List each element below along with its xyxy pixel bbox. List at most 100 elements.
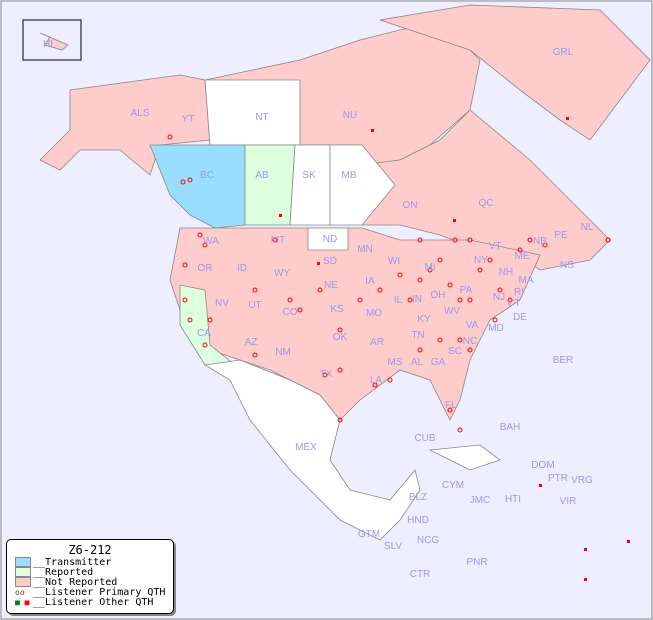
listener-primary-qth: [467, 297, 473, 303]
region-label-grl: GRL: [553, 47, 574, 58]
listener-other-qth: [584, 578, 587, 581]
region-hawaii: [39, 32, 69, 51]
region-label-gtm: GTM: [358, 529, 380, 540]
not-reported-swatch: [15, 577, 31, 587]
transmitter-swatch: [15, 557, 31, 567]
region-label-mn: MN: [357, 244, 373, 255]
listener-other-qth: [627, 540, 630, 543]
region-label-nl: NL: [581, 222, 594, 233]
listener-primary-qth: [187, 317, 193, 323]
region-label-nt: NT: [255, 112, 268, 123]
legend-primary-qth: oo __Listener Primary QTH: [15, 586, 173, 598]
listener-primary-qth: [457, 297, 463, 303]
region-ab: [244, 144, 296, 226]
region-label-vrg: VRG: [571, 475, 593, 486]
legend-label: __Not Reported: [33, 576, 118, 588]
region-label-pa: PA: [460, 285, 473, 296]
listener-primary-qth: [497, 287, 503, 293]
legend-reported: __Reported: [15, 567, 173, 578]
region-label-fl: FL: [445, 400, 457, 411]
region-mb: [329, 144, 396, 226]
region-label-mi: MI: [424, 262, 435, 273]
region-label-jmc: JMC: [470, 495, 491, 506]
region-label-bah: BAH: [500, 422, 521, 433]
region-label-ms: MS: [388, 357, 403, 368]
region-label-ns: NS: [560, 260, 574, 271]
listener-primary-qth: [437, 337, 443, 343]
region-label-az: AZ: [245, 337, 258, 348]
region-label-in: IN: [412, 294, 422, 305]
hawaii-inset: [22, 19, 82, 61]
legend: Z6-212 __Transmitter __Reported __Not Re…: [6, 539, 174, 614]
region-label-nh: NH: [499, 267, 513, 278]
legend-label: __Listener Other QTH: [33, 596, 154, 608]
listener-primary-qth: [322, 372, 328, 378]
region-label-tx: TX: [320, 369, 333, 380]
listener-primary-qth: [487, 257, 493, 263]
legend-not-reported: __Not Reported: [15, 576, 173, 588]
region-label-hi: HI: [43, 39, 53, 50]
region-label-sk: SK: [302, 170, 316, 181]
listener-primary-qth: [337, 367, 343, 373]
region-label-ca: CA: [197, 328, 211, 339]
listener-primary-qth: [477, 267, 483, 273]
region-label-wy: WY: [274, 268, 290, 279]
listener-primary-qth: [507, 297, 513, 303]
region-nt: [204, 79, 301, 146]
listener-primary-qth: [202, 342, 208, 348]
listener-primary-qth: [452, 237, 458, 243]
region-label-va: VA: [466, 320, 479, 331]
region-sk: [289, 144, 331, 226]
primary-qth-icon: oo: [15, 587, 25, 597]
region-label-id: ID: [237, 263, 247, 274]
region-ontario-quebec: [359, 109, 611, 271]
region-mexico: [203, 359, 421, 541]
region-label-sd: SD: [323, 256, 337, 267]
region-cuba: [428, 444, 501, 471]
region-label-cub: CUB: [414, 433, 435, 444]
listener-primary-qth: [317, 287, 323, 293]
region-label-ber: BER: [553, 355, 574, 366]
listener-primary-qth: [182, 297, 188, 303]
legend-other-qth: ■ ■ __Listener Other QTH: [15, 596, 173, 608]
listener-primary-qth: [287, 297, 293, 303]
region-label-ri: RI: [514, 287, 524, 298]
listener-primary-qth: [187, 177, 193, 183]
region-label-ncg: NCG: [417, 535, 439, 546]
listener-primary-qth: [252, 287, 258, 293]
region-label-pe: PE: [554, 230, 568, 241]
region-label-ga: GA: [431, 357, 446, 368]
region-label-slv: SLV: [384, 541, 402, 552]
region-label-mt: MT: [271, 235, 285, 246]
listener-primary-qth: [377, 287, 383, 293]
region-label-blz: BLZ: [409, 492, 427, 503]
listener-primary-qth: [387, 377, 393, 383]
reported-swatch: [15, 567, 31, 577]
listener-primary-qth: [542, 242, 548, 248]
listener-other-qth: [317, 262, 320, 265]
region-label-al: AL: [411, 357, 424, 368]
region-label-wi: WI: [388, 256, 400, 267]
region-label-nv: NV: [215, 298, 229, 309]
region-label-co: CO: [283, 307, 298, 318]
legend-label: __Listener Primary QTH: [33, 586, 166, 598]
legend-label: __Transmitter: [33, 556, 112, 568]
region-label-ptr: PTR: [548, 473, 568, 484]
listener-primary-qth: [467, 347, 473, 353]
region-nd: [307, 227, 349, 251]
region-label-tn: TN: [411, 330, 424, 341]
region-label-ks: KS: [330, 304, 344, 315]
listener-primary-qth: [417, 347, 423, 353]
region-label-nm: NM: [275, 347, 291, 358]
region-label-ab: AB: [255, 170, 269, 181]
region-label-wv: WV: [444, 306, 460, 317]
listener-primary-qth: [180, 179, 186, 185]
region-label-la: LA: [370, 375, 383, 386]
region-label-bc: BC: [200, 170, 214, 181]
region-label-nb: NB: [533, 236, 547, 247]
region-label-cym: CYM: [442, 480, 464, 491]
listener-primary-qth: [182, 262, 188, 268]
region-label-ct: CT: [507, 298, 520, 309]
listener-other-qth: [371, 129, 374, 132]
